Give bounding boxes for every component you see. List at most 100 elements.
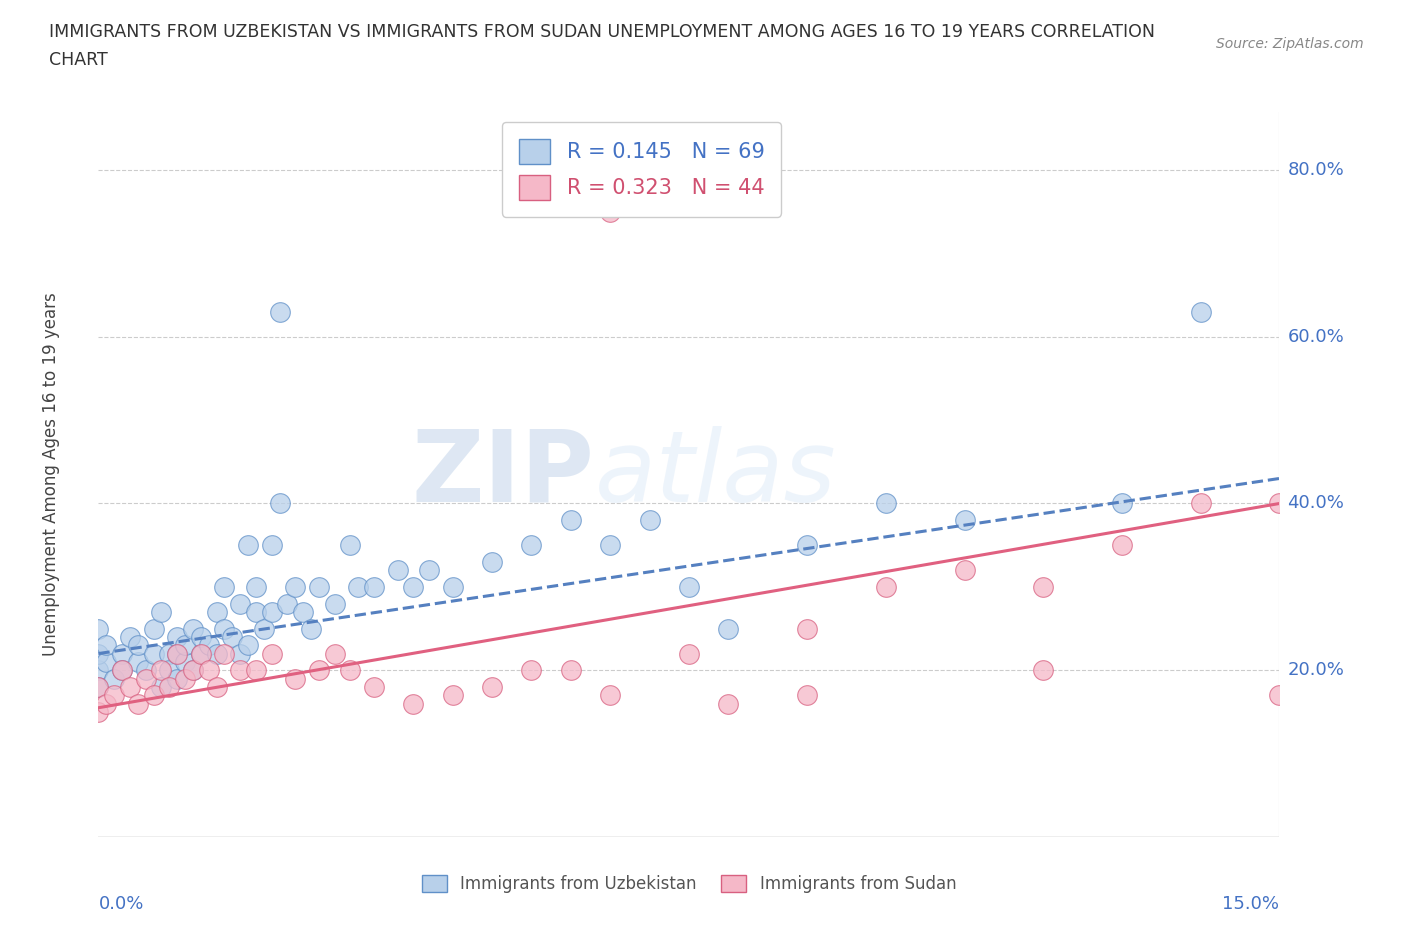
Point (276, 596, 298, 611)
Point (717, 621, 740, 636)
Point (1111, 496, 1133, 511)
Point (245, 663, 267, 678)
Point (111, 663, 134, 678)
Point (190, 646, 212, 661)
Point (111, 663, 134, 678)
Point (181, 663, 204, 678)
Point (481, 680, 503, 695)
Point (323, 646, 346, 661)
Point (214, 579, 236, 594)
Point (229, 663, 252, 678)
Point (190, 630, 212, 644)
Point (205, 604, 228, 619)
Point (418, 563, 440, 578)
Point (260, 646, 283, 661)
Point (166, 671, 188, 686)
Point (292, 604, 315, 619)
Point (87, 663, 110, 678)
Point (127, 697, 149, 711)
Point (520, 663, 543, 678)
Point (135, 663, 157, 678)
Point (96, 638, 118, 653)
Point (560, 512, 582, 527)
Point (87, 680, 110, 695)
Text: 20.0%: 20.0% (1288, 661, 1344, 679)
Point (236, 638, 259, 653)
Point (197, 663, 219, 678)
Point (103, 688, 125, 703)
Point (181, 621, 204, 636)
Point (308, 663, 330, 678)
Point (197, 638, 219, 653)
Point (678, 646, 700, 661)
Point (214, 621, 236, 636)
Point (166, 646, 188, 661)
Text: 60.0%: 60.0% (1288, 327, 1344, 346)
Point (875, 579, 897, 594)
Point (87, 621, 110, 636)
Legend: Immigrants from Uzbekistan, Immigrants from Sudan: Immigrants from Uzbekistan, Immigrants f… (413, 867, 965, 901)
Point (181, 663, 204, 678)
Point (118, 680, 141, 695)
Point (387, 563, 409, 578)
Point (599, 538, 621, 552)
Point (142, 621, 165, 636)
Point (157, 680, 180, 695)
Point (1189, 496, 1212, 511)
Point (150, 680, 173, 695)
Text: ZIP: ZIP (412, 426, 595, 523)
Point (111, 646, 134, 661)
Point (347, 579, 370, 594)
Point (284, 671, 307, 686)
Point (205, 680, 228, 695)
Point (269, 496, 291, 511)
Point (678, 579, 700, 594)
Point (308, 579, 330, 594)
Point (245, 604, 267, 619)
Point (441, 688, 464, 703)
Point (236, 538, 259, 552)
Point (363, 680, 385, 695)
Point (1032, 663, 1054, 678)
Text: 80.0%: 80.0% (1288, 161, 1344, 179)
Point (638, 512, 661, 527)
Point (174, 638, 197, 653)
Text: 0.0%: 0.0% (98, 896, 143, 913)
Point (214, 646, 236, 661)
Point (796, 538, 818, 552)
Point (103, 671, 125, 686)
Point (1268, 496, 1291, 511)
Point (402, 697, 425, 711)
Point (87, 646, 110, 661)
Point (142, 646, 165, 661)
Point (150, 604, 173, 619)
Text: Source: ZipAtlas.com: Source: ZipAtlas.com (1216, 37, 1364, 51)
Point (157, 646, 180, 661)
Point (174, 671, 197, 686)
Text: 40.0%: 40.0% (1288, 495, 1344, 512)
Point (953, 563, 976, 578)
Point (269, 304, 291, 319)
Point (127, 638, 149, 653)
Text: 15.0%: 15.0% (1222, 896, 1279, 913)
Point (520, 538, 543, 552)
Point (481, 554, 503, 569)
Point (229, 646, 252, 661)
Point (284, 579, 307, 594)
Point (796, 688, 818, 703)
Point (96, 655, 118, 670)
Point (953, 512, 976, 527)
Point (339, 663, 361, 678)
Point (796, 621, 818, 636)
Text: atlas: atlas (595, 426, 837, 523)
Point (441, 579, 464, 594)
Point (402, 579, 425, 594)
Point (245, 579, 267, 594)
Point (229, 596, 252, 611)
Point (87, 680, 110, 695)
Point (253, 621, 276, 636)
Point (1268, 688, 1291, 703)
Point (339, 538, 361, 552)
Point (1111, 538, 1133, 552)
Point (260, 538, 283, 552)
